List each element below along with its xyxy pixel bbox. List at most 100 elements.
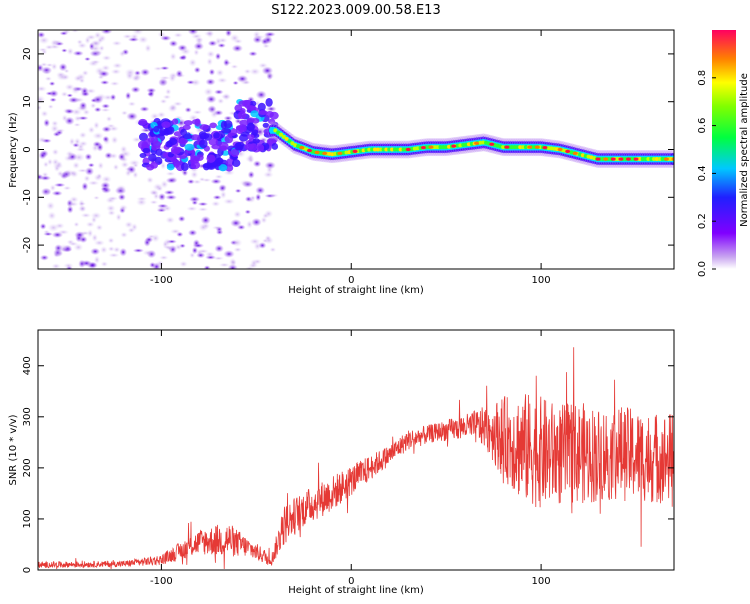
noise-blob (51, 120, 59, 127)
ridge-peak (489, 142, 495, 146)
noise-blob (117, 193, 126, 201)
noise-blob (212, 256, 225, 261)
noise-blob (84, 57, 91, 62)
noise-blob (169, 52, 177, 61)
cluster-blob (220, 120, 227, 130)
cluster-blob (169, 137, 178, 146)
ridge-peak (527, 145, 533, 149)
noise-blob (165, 194, 178, 201)
ridge-core (660, 157, 665, 162)
cluster-blob (234, 104, 243, 112)
ridge-core (370, 147, 375, 152)
noise-blob (78, 77, 86, 84)
cluster-blob (184, 143, 195, 151)
noise-blob (124, 169, 132, 177)
noise-blob (66, 205, 74, 214)
noise-blob (157, 192, 167, 201)
cluster-blob (251, 117, 260, 124)
noise-blob (76, 168, 89, 173)
ridge-core (276, 130, 281, 135)
noise-blob (80, 259, 93, 267)
ridge-core (384, 147, 389, 152)
cluster-blob (257, 144, 265, 152)
noise-blob (92, 49, 104, 56)
colorbar-tick-label: 0.4 (697, 165, 708, 181)
noise-blob (112, 163, 120, 171)
cluster-blob (224, 134, 234, 144)
cluster-blob (178, 137, 188, 145)
cluster-blob (249, 143, 258, 151)
y-tick-label: 0 (22, 567, 33, 573)
noise-blob (101, 175, 112, 184)
cluster-blob (268, 118, 276, 125)
noise-blob (99, 80, 110, 85)
noise-blob (192, 109, 203, 115)
ridge-peak (451, 144, 457, 148)
cluster-blob (237, 111, 247, 120)
noise-blob (102, 135, 110, 143)
ridge-core (395, 147, 400, 152)
ridge-core (432, 145, 437, 150)
noise-blob (233, 247, 243, 253)
noise-blob (213, 109, 224, 116)
noise-blob (233, 210, 242, 219)
noise-blob (110, 135, 119, 145)
ridge-core (640, 157, 645, 162)
ridge-peak (314, 150, 320, 154)
noise-blob (130, 86, 141, 94)
cluster-blob (180, 128, 188, 136)
noise-blob (255, 186, 266, 195)
noise-blob (184, 106, 192, 113)
noise-blob (223, 250, 235, 258)
noise-blob (43, 118, 51, 128)
ridge-core (652, 157, 657, 162)
noise-blob (71, 30, 80, 33)
noise-blob (247, 170, 255, 179)
ridge-peak (428, 145, 434, 149)
noise-blob (59, 31, 69, 36)
noise-blob (135, 198, 148, 207)
y-tick-label: 20 (22, 48, 33, 61)
noise-blob (206, 50, 216, 58)
cluster-blob (139, 152, 147, 159)
ridge-core (523, 145, 528, 150)
noise-blob (252, 160, 262, 168)
ridge-core (367, 147, 372, 152)
noise-blob (50, 62, 58, 71)
noise-blob (150, 190, 159, 196)
cluster-blob (146, 164, 155, 171)
noise-blob (93, 255, 101, 265)
noise-blob (231, 44, 244, 53)
noise-blob (210, 200, 221, 207)
cluster-blob (182, 124, 191, 131)
y-tick-label: 0 (22, 146, 33, 152)
noise-blob (73, 122, 81, 127)
noise-blob (206, 106, 214, 112)
noise-blob (255, 193, 262, 202)
colorbar: 0.0 0.2 0.4 0.6 0.8 Normalized spectral ampl… (697, 30, 750, 277)
noise-blob (53, 164, 61, 173)
noise-blob (165, 88, 172, 96)
noise-blob (216, 77, 228, 84)
ridge-core (390, 147, 395, 152)
noise-blob (253, 34, 266, 40)
x-tick-label: -100 (150, 275, 173, 286)
noise-blob (230, 64, 239, 69)
y-tick-label: 200 (22, 458, 33, 477)
noise-blob (144, 43, 152, 53)
cluster-blob (250, 110, 259, 118)
noise-blob (101, 54, 112, 61)
noise-blob (69, 195, 79, 204)
ridge-core (387, 147, 392, 152)
noise-blob (127, 37, 140, 42)
cluster-blob (251, 129, 259, 136)
cluster-blob (154, 156, 163, 165)
cluster-blob (194, 118, 201, 127)
cluster-blob (262, 122, 270, 128)
spectrogram-y-ticks: -20 -10 0 10 20 (22, 48, 674, 253)
cluster-blob (153, 125, 160, 133)
noise-blob (196, 252, 206, 259)
noise-blob (97, 74, 105, 80)
ridge-core (646, 157, 651, 162)
noise-blob (107, 237, 115, 244)
